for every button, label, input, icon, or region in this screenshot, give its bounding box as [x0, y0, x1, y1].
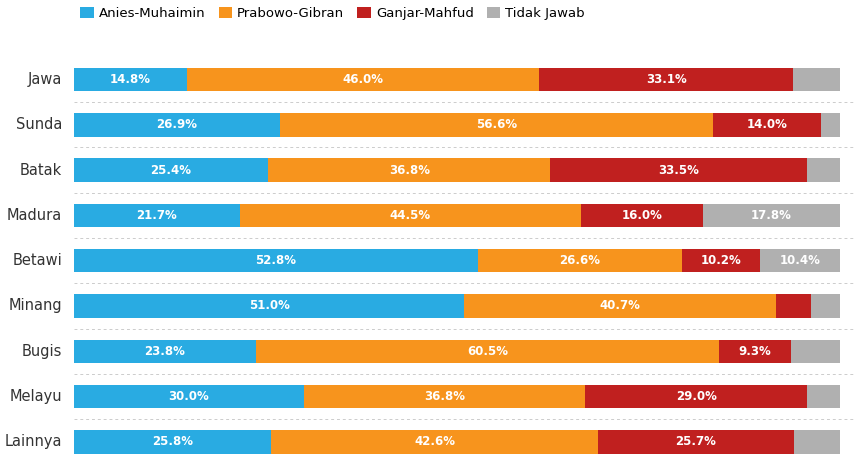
Text: 9.3%: 9.3%: [739, 345, 772, 358]
Text: 29.0%: 29.0%: [676, 390, 717, 403]
Bar: [811, 294, 839, 318]
Text: Madura: Madura: [7, 208, 62, 223]
Bar: [703, 204, 839, 227]
Text: 44.5%: 44.5%: [390, 209, 431, 222]
Text: 51.0%: 51.0%: [248, 300, 290, 312]
Text: 33.1%: 33.1%: [646, 73, 687, 86]
Text: 25.8%: 25.8%: [152, 436, 193, 448]
Bar: [793, 68, 839, 91]
Text: 26.9%: 26.9%: [156, 118, 197, 131]
Bar: [806, 158, 839, 182]
Text: 14.0%: 14.0%: [746, 118, 787, 131]
Bar: [794, 430, 839, 454]
Bar: [304, 385, 585, 409]
Text: Melayu: Melayu: [10, 389, 62, 404]
Bar: [268, 158, 550, 182]
Legend: Anies-Muhaimin, Prabowo-Gibran, Ganjar-Mahfud, Tidak Jawab: Anies-Muhaimin, Prabowo-Gibran, Ganjar-M…: [81, 7, 585, 19]
Text: 52.8%: 52.8%: [255, 254, 297, 267]
Text: 10.4%: 10.4%: [779, 254, 820, 267]
Bar: [74, 339, 256, 363]
Text: 14.8%: 14.8%: [110, 73, 151, 86]
Bar: [256, 339, 720, 363]
Bar: [74, 204, 240, 227]
Bar: [682, 249, 760, 273]
Text: 42.6%: 42.6%: [414, 436, 455, 448]
Text: Bugis: Bugis: [22, 344, 62, 359]
Bar: [279, 113, 713, 137]
Bar: [820, 113, 839, 137]
Text: Betawi: Betawi: [12, 253, 62, 268]
Text: 17.8%: 17.8%: [751, 209, 792, 222]
Text: Sunda: Sunda: [16, 118, 62, 132]
Text: Lainnya: Lainnya: [5, 434, 62, 449]
Bar: [478, 249, 682, 273]
Text: 36.8%: 36.8%: [389, 164, 430, 177]
Bar: [585, 385, 807, 409]
Text: 36.8%: 36.8%: [424, 390, 465, 403]
Bar: [187, 68, 539, 91]
Text: 33.5%: 33.5%: [658, 164, 699, 177]
Bar: [539, 68, 793, 91]
Bar: [74, 430, 272, 454]
Bar: [240, 204, 581, 227]
Bar: [74, 294, 464, 318]
Text: 16.0%: 16.0%: [621, 209, 662, 222]
Text: Batak: Batak: [20, 163, 62, 178]
Bar: [776, 294, 811, 318]
Bar: [760, 249, 839, 273]
Bar: [807, 385, 839, 409]
Bar: [713, 113, 820, 137]
Text: 56.6%: 56.6%: [476, 118, 517, 131]
Bar: [74, 113, 279, 137]
Text: 26.6%: 26.6%: [560, 254, 601, 267]
Text: 40.7%: 40.7%: [600, 300, 641, 312]
Bar: [74, 249, 478, 273]
Text: Jawa: Jawa: [28, 72, 62, 87]
Bar: [74, 68, 187, 91]
Bar: [791, 339, 839, 363]
Text: 25.4%: 25.4%: [150, 164, 192, 177]
Bar: [74, 385, 304, 409]
Text: 25.7%: 25.7%: [675, 436, 716, 448]
Text: 46.0%: 46.0%: [343, 73, 384, 86]
Text: 21.7%: 21.7%: [136, 209, 177, 222]
Bar: [464, 294, 776, 318]
Text: 10.2%: 10.2%: [700, 254, 741, 267]
Bar: [598, 430, 794, 454]
Bar: [74, 158, 268, 182]
Bar: [720, 339, 791, 363]
Bar: [581, 204, 703, 227]
Bar: [550, 158, 806, 182]
Text: 23.8%: 23.8%: [144, 345, 186, 358]
Text: 30.0%: 30.0%: [168, 390, 209, 403]
Bar: [272, 430, 598, 454]
Text: Minang: Minang: [9, 299, 62, 313]
Text: 60.5%: 60.5%: [467, 345, 509, 358]
